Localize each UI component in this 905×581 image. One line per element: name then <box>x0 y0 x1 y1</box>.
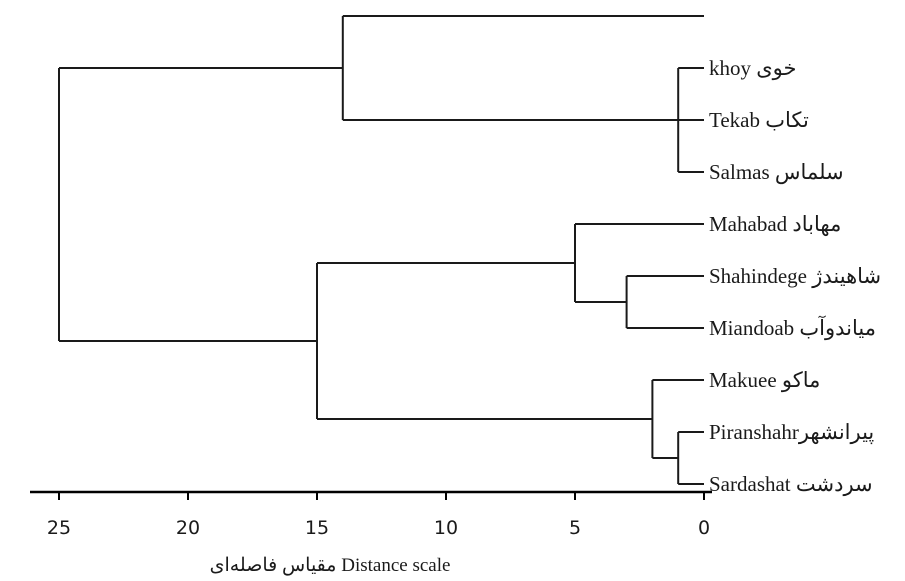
leaf-label-sardashat: Sardashat سردشت <box>709 472 873 497</box>
leaf-labels: khoy خوی Tekab تکاب Salmas سلماس Mahabad مه… <box>709 56 881 497</box>
dendrogram-branches <box>58 15 704 485</box>
leaf-label-salmas: Salmas سلماس <box>709 160 844 185</box>
axis-title: مقیاس فاصله‌ای Distance scale <box>210 555 451 576</box>
tick-label-5: 5 <box>569 517 581 539</box>
tick-label-10: 10 <box>434 517 458 539</box>
leaf-label-khoy: khoy خوی <box>709 56 797 81</box>
leaf-label-tekab: Tekab تکاب <box>709 108 809 132</box>
tick-label-25: 25 <box>47 517 71 539</box>
tick-label-15: 15 <box>305 517 329 539</box>
tick-label-20: 20 <box>176 517 200 539</box>
leaf-label-miandoab: Miandoab میاندوآب <box>709 314 876 341</box>
axis-ticks: 25 20 15 10 5 0 <box>47 492 710 539</box>
leaf-label-piranshahr: Piranshahrپیرانشهر <box>709 420 874 445</box>
leaf-label-mahabad: Mahabad مهاباد <box>709 212 841 237</box>
tick-label-0: 0 <box>698 517 710 539</box>
leaf-label-makuee: Makuee ماکو <box>709 368 820 393</box>
leaf-label-shahindege: Shahindege شاهیندژ <box>709 264 881 289</box>
